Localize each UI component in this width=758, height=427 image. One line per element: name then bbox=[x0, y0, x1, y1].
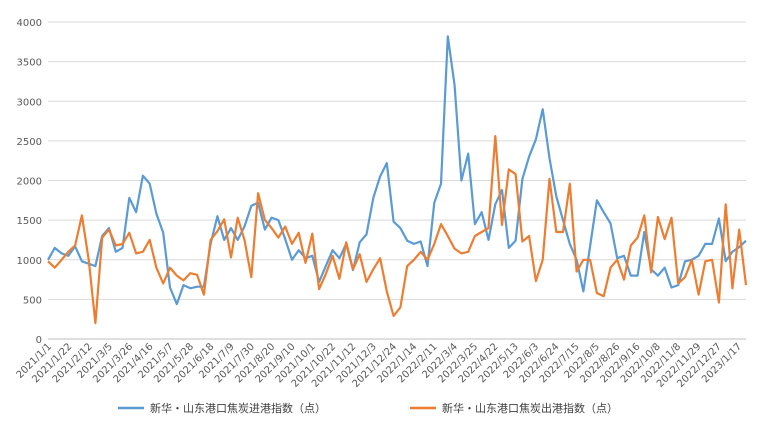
y-tick-label: 3000 bbox=[17, 97, 42, 108]
y-tick-label: 1000 bbox=[17, 256, 42, 267]
legend: 新华・山东港口焦炭进港指数（点） 新华・山东港口焦炭出港指数（点） bbox=[118, 401, 618, 415]
gridlines bbox=[48, 21, 746, 340]
y-tick-label: 0 bbox=[36, 335, 42, 346]
legend-label-1: 新华・山东港口焦炭进港指数（点） bbox=[150, 401, 326, 415]
y-axis-tick-labels: 0 500 1000 1500 2000 2500 3000 3500 4000 bbox=[17, 18, 42, 346]
series-lines bbox=[47, 35, 748, 325]
y-tick-label: 2500 bbox=[17, 137, 42, 148]
y-tick-label: 500 bbox=[23, 295, 42, 306]
series-line-1 bbox=[47, 35, 747, 306]
y-tick-label: 4000 bbox=[17, 18, 42, 29]
y-tick-label: 3500 bbox=[17, 58, 42, 69]
legend-label-2: 新华・山东港口焦炭出港指数（点） bbox=[442, 401, 618, 415]
series-line-2 bbox=[47, 135, 748, 325]
y-tick-label: 2000 bbox=[17, 177, 42, 188]
y-tick-label: 1500 bbox=[17, 216, 42, 227]
